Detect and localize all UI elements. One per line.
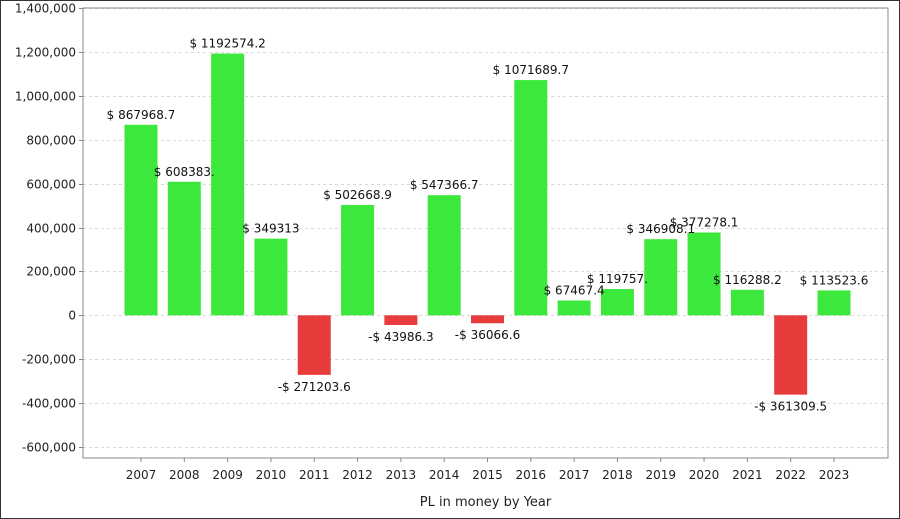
y-tick-label: 1,200,000 bbox=[15, 46, 76, 60]
grid-lines bbox=[83, 8, 888, 448]
x-tick-label-2017: 2017 bbox=[559, 468, 590, 482]
data-label-2018: $ 119757. bbox=[587, 272, 648, 286]
data-label-2020: $ 377278.1 bbox=[670, 215, 739, 229]
data-label-2008: $ 608383. bbox=[154, 165, 215, 179]
x-tick-label-2014: 2014 bbox=[429, 468, 460, 482]
x-tick-label-2023: 2023 bbox=[819, 468, 850, 482]
x-tick-label-2020: 2020 bbox=[689, 468, 720, 482]
data-label-2023: $ 113523.6 bbox=[800, 273, 869, 287]
axes: -600,000 -400,000 -200,000 0 200,000 400,000 6… bbox=[15, 2, 889, 482]
x-tick-label-2013: 2013 bbox=[386, 468, 417, 482]
bar-2010 bbox=[254, 238, 288, 316]
bar-2009 bbox=[211, 53, 245, 316]
x-tick-label-2012: 2012 bbox=[342, 468, 373, 482]
y-tick-label: -400,000 bbox=[22, 397, 76, 411]
x-tick-label-2016: 2016 bbox=[516, 468, 547, 482]
data-labels: $ 867968.7 $ 608383. $ 1192574.2 $ 349313 -$… bbox=[107, 37, 869, 414]
bar-2013 bbox=[384, 315, 418, 325]
data-label-2014: $ 547366.7 bbox=[410, 178, 479, 192]
data-label-2013: -$ 43986.3 bbox=[368, 330, 433, 344]
x-tick-label-2011: 2011 bbox=[299, 468, 330, 482]
bar-2017 bbox=[557, 300, 591, 316]
x-tick-label-2019: 2019 bbox=[645, 468, 676, 482]
x-tick-label-2022: 2022 bbox=[775, 468, 806, 482]
data-label-2015: -$ 36066.6 bbox=[455, 328, 520, 342]
data-label-2011: -$ 271203.6 bbox=[278, 380, 351, 394]
bar-2016 bbox=[514, 80, 548, 316]
bar-2020 bbox=[687, 232, 721, 316]
y-tick-label: 1,000,000 bbox=[15, 90, 76, 104]
data-label-2019: $ 346908.1 bbox=[626, 222, 695, 236]
bar-2014 bbox=[427, 195, 461, 316]
y-tick-label: 400,000 bbox=[26, 222, 76, 236]
data-label-2009: $ 1192574.2 bbox=[189, 37, 265, 51]
bar-2007 bbox=[124, 124, 158, 316]
bar-2012 bbox=[341, 204, 375, 316]
x-tick-label-2008: 2008 bbox=[169, 468, 200, 482]
bars bbox=[124, 53, 851, 395]
plot-area-border bbox=[82, 7, 889, 459]
x-tick-label-2015: 2015 bbox=[472, 468, 503, 482]
x-tick-label-2018: 2018 bbox=[602, 468, 633, 482]
bar-2011 bbox=[297, 315, 331, 375]
bar-2021 bbox=[730, 289, 764, 316]
bar-2022 bbox=[774, 315, 808, 395]
y-tick-label: 200,000 bbox=[26, 265, 76, 279]
y-tick-label: 1,400,000 bbox=[15, 2, 76, 16]
y-tick-label: 800,000 bbox=[26, 134, 76, 148]
data-label-2016: $ 1071689.7 bbox=[493, 63, 569, 77]
data-label-2007: $ 867968.7 bbox=[107, 108, 176, 122]
data-label-2012: $ 502668.9 bbox=[323, 188, 392, 202]
bar-2019 bbox=[644, 239, 678, 316]
x-tick-label-2009: 2009 bbox=[212, 468, 243, 482]
y-tick-label: 0 bbox=[68, 309, 76, 323]
data-label-2017: $ 67467.4 bbox=[544, 284, 605, 298]
x-axis-title: PL in money by Year bbox=[420, 495, 552, 510]
data-label-2022: -$ 361309.5 bbox=[754, 400, 827, 414]
data-label-2010: $ 349313 bbox=[242, 222, 299, 236]
y-tick-label: -200,000 bbox=[22, 353, 76, 367]
bar-2023 bbox=[817, 290, 851, 316]
x-tick-label-2010: 2010 bbox=[256, 468, 287, 482]
y-tick-label: -600,000 bbox=[22, 441, 76, 455]
x-tick-label-2007: 2007 bbox=[126, 468, 157, 482]
bar-2008 bbox=[167, 181, 201, 316]
data-label-2021: $ 116288.2 bbox=[713, 273, 782, 287]
bar-2015 bbox=[471, 315, 504, 324]
x-tick-label-2021: 2021 bbox=[732, 468, 763, 482]
bar-2018 bbox=[600, 289, 634, 316]
y-tick-label: 600,000 bbox=[26, 178, 76, 192]
